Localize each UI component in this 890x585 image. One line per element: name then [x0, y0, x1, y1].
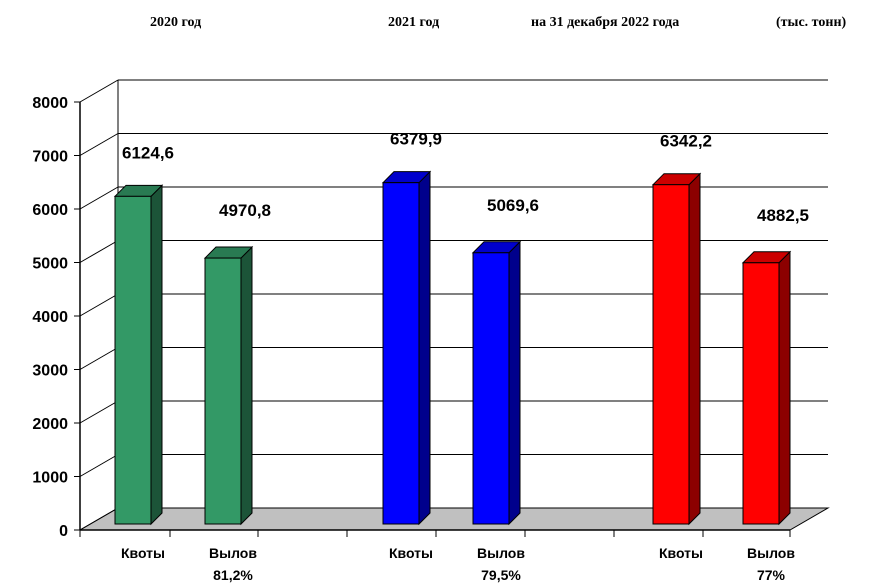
x-category-label: Квоты: [121, 545, 165, 561]
bar-side: [508, 240, 521, 526]
data-label: 5069,6: [487, 196, 539, 215]
header-period-2020: 2020 год: [150, 15, 201, 30]
bar-side: [778, 250, 791, 526]
bar-side: [418, 170, 431, 526]
x-category-label: Квоты: [389, 545, 433, 561]
x-category-percent: 81,2%: [213, 567, 253, 583]
y-tick-label: 3000: [32, 363, 68, 380]
y-tick-label: 6000: [32, 202, 68, 219]
bar-side: [688, 172, 701, 526]
x-category-percent: 77%: [757, 567, 786, 583]
gridline-depth: [79, 400, 119, 424]
bar: [204, 257, 242, 525]
bar-side: [240, 245, 253, 526]
bar: [382, 182, 420, 525]
bar: [472, 252, 510, 525]
y-tick-label: 0: [59, 523, 68, 540]
gridline-depth: [79, 347, 119, 370]
y-tick-label: 8000: [32, 95, 68, 112]
x-category-label: Вылов: [747, 545, 795, 561]
data-label: 4882,5: [757, 206, 809, 225]
bar: [114, 195, 152, 525]
chart-header: 2020 год 2021 год на 31 декабря 2022 год…: [150, 15, 847, 30]
gridline-depth: [79, 293, 119, 317]
bar: [652, 184, 690, 525]
x-category-label: Вылов: [209, 545, 257, 561]
gridline-depth: [79, 79, 119, 103]
gridline-depth: [79, 240, 119, 263]
data-label: 6124,6: [122, 143, 174, 162]
gridline-depth: [79, 454, 119, 477]
gridline-depth: [79, 186, 119, 210]
header-period-2021: 2021 год: [388, 15, 439, 30]
floor-plane: [78, 507, 830, 531]
header-unit: (тыс. тонн): [776, 15, 847, 30]
chart-walls: [79, 79, 828, 531]
chart-floor: [78, 507, 830, 531]
data-label: 6379,9: [390, 130, 442, 149]
data-label: 6342,2: [660, 132, 712, 151]
y-axis: 0 1000 2000 3000 4000 5000 6000 7000 8000: [32, 95, 81, 540]
y-tick-label: 4000: [32, 309, 68, 326]
bar-side: [150, 184, 163, 526]
x-category-percent: 79,5%: [481, 567, 521, 583]
x-category-label: Квоты: [659, 545, 703, 561]
y-tick-label: 2000: [32, 416, 68, 433]
header-period-2022: на 31 декабря 2022 года: [531, 15, 679, 30]
y-tick-label: 5000: [32, 256, 68, 273]
bar: [742, 262, 780, 525]
y-tick-label: 1000: [32, 470, 68, 487]
bars: 6124,6 4970,8 6379,9 5069,6 6342,2 4882,5: [113, 130, 809, 526]
gridline-depth: [79, 133, 119, 156]
x-axis: Квоты Вылов 81,2% Квоты Вылов 79,5% Квоты Вылов…: [79, 529, 795, 583]
y-tick-label: 7000: [32, 149, 68, 166]
gridline-depth: [79, 507, 119, 531]
data-label: 4970,8: [219, 201, 271, 220]
x-category-label: Вылов: [477, 545, 525, 561]
